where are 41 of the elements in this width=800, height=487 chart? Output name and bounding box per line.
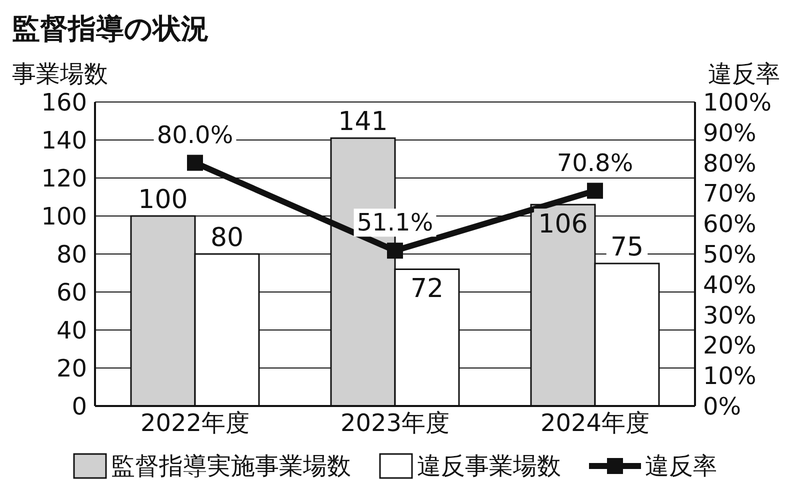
y2-tick-label: 80%	[703, 149, 756, 178]
point	[387, 242, 403, 259]
y-tick-label: 80	[56, 240, 87, 269]
y2-tick-label: 90%	[703, 118, 756, 147]
y-axis-title: 事業場数	[12, 59, 108, 90]
y2-tick-label: 50%	[703, 240, 756, 269]
y2-tick-label: 100%	[703, 88, 772, 117]
legend-label: 監督指導実施事業場数	[111, 451, 351, 482]
y-tick-label: 140	[41, 126, 87, 155]
x-tick-label: 2024年度	[540, 409, 650, 438]
y2-tick-label: 0%	[703, 392, 742, 421]
data-label: 100	[138, 185, 188, 215]
chart-title: 監督指導の状況	[12, 11, 209, 47]
y-tick-label: 60	[56, 278, 87, 307]
data-label: 72	[410, 274, 444, 304]
y2-axis-title: 違反率	[708, 59, 780, 90]
x-tick-label: 2022年度	[140, 409, 250, 438]
data-label: 106	[538, 210, 588, 240]
data-label: 80	[210, 223, 244, 253]
data-label: 75	[610, 232, 644, 262]
y-tick-label: 100	[41, 202, 87, 231]
data-label: 51.1%	[356, 208, 434, 237]
legend-label: 違反率	[645, 451, 717, 482]
y-tick-label: 40	[56, 316, 87, 345]
y2-tick-label: 60%	[703, 210, 756, 238]
data-label: 70.8%	[556, 148, 634, 177]
y-tick-label: 20	[56, 354, 87, 383]
y-tick-label: 120	[41, 164, 87, 193]
y2-tick-label: 30%	[703, 301, 756, 330]
point	[587, 182, 603, 199]
y2-tick-label: 70%	[703, 180, 756, 208]
x-tick-label: 2023年度	[340, 409, 450, 438]
point	[187, 154, 203, 171]
y2-tick-label: 40%	[703, 270, 756, 299]
data-label: 80.0%	[156, 120, 234, 149]
data-label: 141	[338, 107, 388, 138]
y2-tick-label: 10%	[703, 362, 756, 390]
legend-label: 違反事業場数	[417, 451, 561, 482]
y-tick-label: 160	[41, 88, 87, 117]
y2-tick-label: 20%	[703, 332, 756, 360]
y-tick-label: 0	[72, 392, 87, 421]
